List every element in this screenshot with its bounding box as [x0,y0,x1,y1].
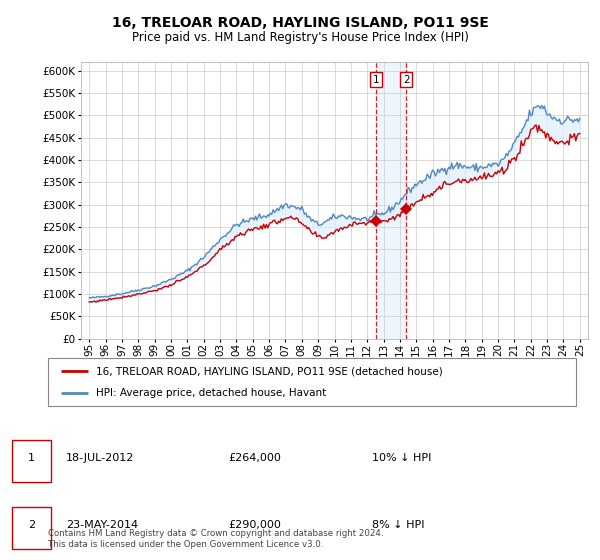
Text: 18-JUL-2012: 18-JUL-2012 [66,453,134,463]
Text: 1: 1 [373,74,379,85]
Text: 2: 2 [28,520,35,530]
Text: 1: 1 [28,453,35,463]
Text: HPI: Average price, detached house, Havant: HPI: Average price, detached house, Hava… [95,388,326,398]
Text: 16, TRELOAR ROAD, HAYLING ISLAND, PO11 9SE (detached house): 16, TRELOAR ROAD, HAYLING ISLAND, PO11 9… [95,366,442,376]
Text: £264,000: £264,000 [228,453,281,463]
Text: 16, TRELOAR ROAD, HAYLING ISLAND, PO11 9SE: 16, TRELOAR ROAD, HAYLING ISLAND, PO11 9… [112,16,488,30]
Text: 10% ↓ HPI: 10% ↓ HPI [372,453,431,463]
Text: 8% ↓ HPI: 8% ↓ HPI [372,520,425,530]
Text: 23-MAY-2014: 23-MAY-2014 [66,520,138,530]
Text: Price paid vs. HM Land Registry's House Price Index (HPI): Price paid vs. HM Land Registry's House … [131,31,469,44]
Text: £290,000: £290,000 [228,520,281,530]
Text: Contains HM Land Registry data © Crown copyright and database right 2024.
This d: Contains HM Land Registry data © Crown c… [48,529,383,549]
Text: 2: 2 [403,74,410,85]
Bar [376,62,406,339]
